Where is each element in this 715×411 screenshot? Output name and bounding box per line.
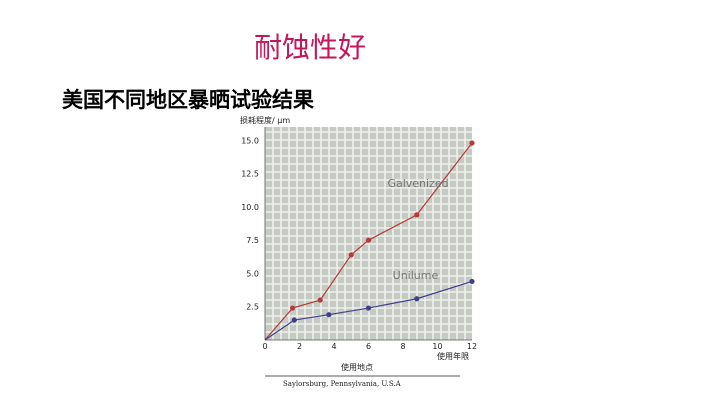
y-axis-label: 损耗程度/ μm <box>240 115 290 125</box>
data-point-unilume <box>469 278 475 285</box>
location-caption: Saylorsburg, Pennsylvania, U.S.A <box>283 380 402 388</box>
y-tick-label: 15.0 <box>241 136 259 145</box>
data-point-unilume <box>326 312 332 318</box>
x-tick-label: 4 <box>331 342 336 351</box>
slide-title: 耐蚀性好 <box>253 31 366 64</box>
data-point-unilume <box>291 317 297 323</box>
data-point-galvenized <box>317 297 323 303</box>
data-point-unilume <box>365 305 372 311</box>
series-label-galvenized: Galvenized <box>387 177 448 190</box>
series-line-unilume <box>264 280 473 341</box>
data-point-galvenized <box>414 212 420 218</box>
x-tick-label: 2 <box>297 342 302 351</box>
x-tick-label: 6 <box>366 342 371 351</box>
y-tick-label: 10.0 <box>241 203 259 212</box>
data-point-galvenized <box>348 252 354 258</box>
data-point-galvenized <box>290 305 296 311</box>
y-tick-label: 12.5 <box>241 170 259 179</box>
series-label-unilume: Unilume <box>393 269 439 282</box>
x-tick-label: 8 <box>400 342 405 351</box>
y-tick-label: 2.5 <box>246 303 259 312</box>
axes <box>264 127 472 341</box>
slide-subtitle: 美国不同地区暴晒试验结果 <box>62 88 314 112</box>
x-tick-label: 0 <box>262 342 267 351</box>
labels-layer: 0 2 4 6 8 10 12 2.5 5.0 7.5 10.0 12.5 15.0 Galvenized… <box>241 136 477 351</box>
y-tick-label: 5.0 <box>246 269 259 278</box>
x-tick-label: 12 <box>467 342 477 351</box>
data-point-galvenized <box>365 237 372 243</box>
series-layer <box>264 140 475 341</box>
location-label: 使用地点 <box>341 362 373 372</box>
x-tick-label: 10 <box>432 342 442 351</box>
data-point-unilume <box>414 296 420 302</box>
y-tick-label: 7.5 <box>246 236 259 245</box>
data-point-galvenized <box>469 140 475 146</box>
x-axis-label: 使用年限 <box>437 351 469 361</box>
